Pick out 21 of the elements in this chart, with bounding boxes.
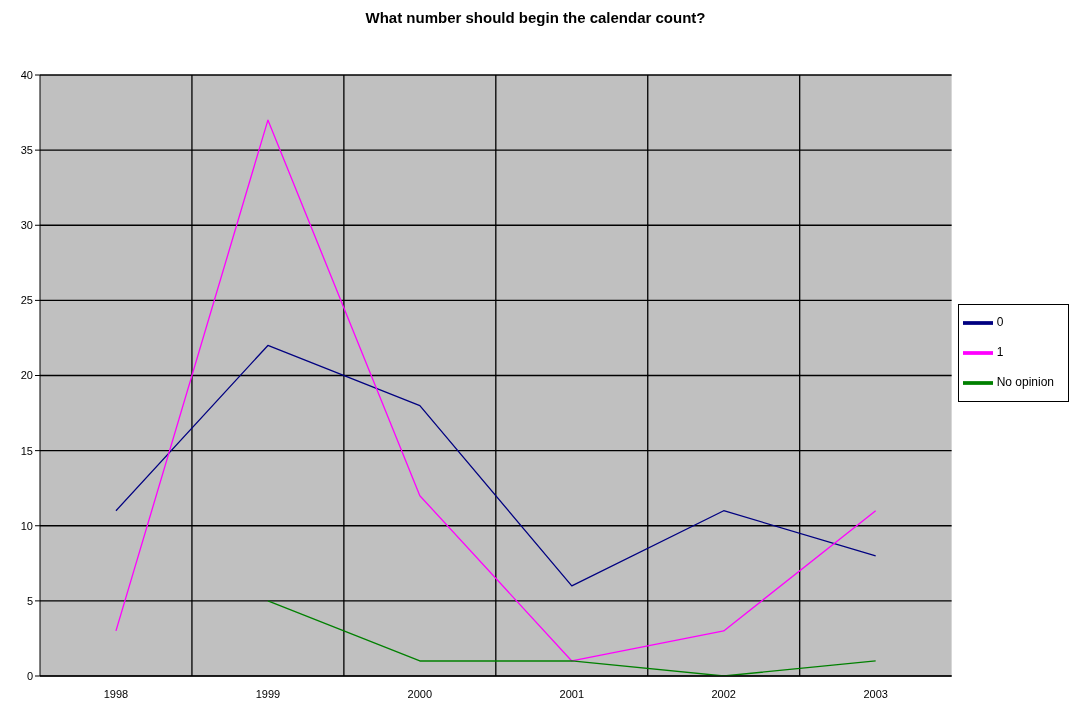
legend-label: 0 xyxy=(996,315,1004,330)
y-tick-label: 35 xyxy=(20,144,33,157)
y-tick-label: 30 xyxy=(20,219,33,232)
x-tick-label: 2001 xyxy=(559,687,585,700)
y-tick-label: 40 xyxy=(20,68,33,81)
x-tick-label: 2000 xyxy=(407,687,433,700)
y-tick-label: 20 xyxy=(20,369,33,382)
legend-label: 1 xyxy=(996,345,1004,360)
y-tick-label: 25 xyxy=(20,294,33,307)
x-tick-label: 1999 xyxy=(255,687,281,700)
y-tick-label: 15 xyxy=(20,444,33,457)
y-tick-label: 5 xyxy=(26,594,33,607)
x-tick-label: 2003 xyxy=(863,687,888,700)
x-tick-label: 2002 xyxy=(711,687,736,700)
y-tick-label: 10 xyxy=(20,519,33,532)
y-tick-label: 0 xyxy=(26,669,33,682)
line-series xyxy=(115,119,877,662)
x-tick-label: 1998 xyxy=(103,687,129,700)
line-series xyxy=(115,344,877,587)
legend-label: No opinion xyxy=(996,375,1054,390)
chart-title: What number should begin the calendar count? xyxy=(364,9,707,26)
